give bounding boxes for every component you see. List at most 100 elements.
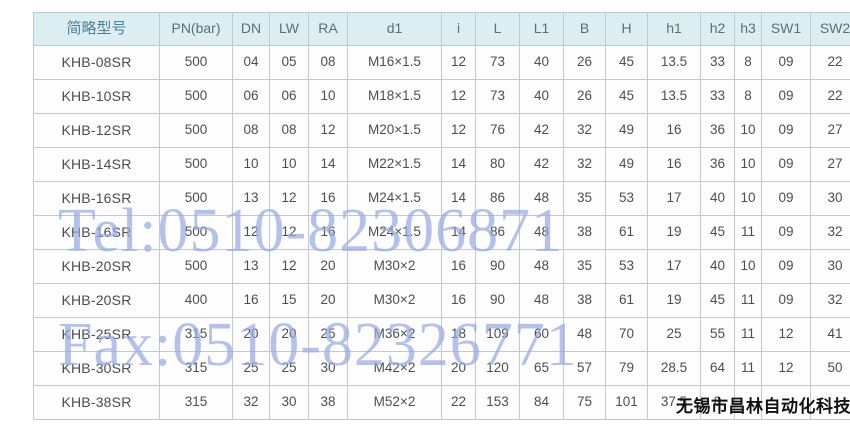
cell-ra: 12 <box>308 113 348 148</box>
table-header: 简略型号 PN(bar) DN LW RA d1 i L L1 B H h1 h… <box>33 12 850 46</box>
cell-h: 61 <box>605 283 648 318</box>
table-row: KHB-10SR 500 06 06 10 M18×1.5 12 73 40 26 45 13.5 33… <box>33 79 850 114</box>
column-header-h1: h1 <box>647 12 701 46</box>
cell-dn: 10 <box>232 147 270 182</box>
cell-dn: 08 <box>232 113 270 148</box>
cell-h1: 17 <box>647 181 701 216</box>
cell-l: 80 <box>475 147 520 182</box>
cell-h2: 40 <box>700 249 735 284</box>
cell-d1: M30×2 <box>347 249 442 284</box>
cell-d1: M24×1.5 <box>347 181 442 216</box>
cell-l: 90 <box>475 283 520 318</box>
column-header-h3: h3 <box>734 12 762 46</box>
cell-ra: 16 <box>308 181 348 216</box>
cell-sw2: 32 <box>810 215 850 250</box>
header-row: 简略型号 PN(bar) DN LW RA d1 i L L1 B H h1 h… <box>33 12 850 46</box>
cell-h: 45 <box>605 79 648 114</box>
cell-model: KHB-30SR <box>33 351 160 386</box>
cell-h: 53 <box>605 249 648 284</box>
column-header-i: i <box>441 12 476 46</box>
spec-table-container: 简略型号 PN(bar) DN LW RA d1 i L L1 B H h1 h… <box>33 12 850 420</box>
column-header-ra: RA <box>308 12 348 46</box>
cell-ra: 20 <box>308 249 348 284</box>
cell-h: 53 <box>605 181 648 216</box>
cell-d1: M16×1.5 <box>347 45 442 80</box>
cell-model: KHB-12SR <box>33 113 160 148</box>
table-row: KHB-16SR 500 13 12 16 M24×1.5 14 86 48 35 53 17 40 10… <box>33 181 850 216</box>
cell-l1: 40 <box>519 79 564 114</box>
cell-sw1: 09 <box>761 215 811 250</box>
cell-l: 76 <box>475 113 520 148</box>
cell-ra: 16 <box>308 215 348 250</box>
cell-ra: 25 <box>308 317 348 352</box>
cell-sw2: 32 <box>810 283 850 318</box>
table-row: KHB-30SR 315 25 25 30 M42×2 20 120 65 57 79 28.5 64 1… <box>33 351 850 386</box>
cell-dn: 32 <box>232 385 270 420</box>
cell-dn: 06 <box>232 79 270 114</box>
table-row: KHB-08SR 500 04 05 08 M16×1.5 12 73 40 26 45 13.5 33… <box>33 45 850 80</box>
cell-l1: 48 <box>519 215 564 250</box>
cell-sw1: 12 <box>761 317 811 352</box>
cell-ra: 38 <box>308 385 348 420</box>
cell-h3: 8 <box>734 45 762 80</box>
cell-b: 38 <box>563 215 606 250</box>
cell-h1: 19 <box>647 215 701 250</box>
cell-lw: 12 <box>269 249 309 284</box>
cell-i: 14 <box>441 181 476 216</box>
cell-sw2: 27 <box>810 147 850 182</box>
cell-i: 18 <box>441 317 476 352</box>
cell-h3: 11 <box>734 351 762 386</box>
cell-b: 48 <box>563 317 606 352</box>
cell-h2: 33 <box>700 79 735 114</box>
cell-l1: 48 <box>519 249 564 284</box>
column-header-h2: h2 <box>700 12 735 46</box>
cell-lw: 08 <box>269 113 309 148</box>
cell-dn: 16 <box>232 283 270 318</box>
cell-h: 101 <box>605 385 648 420</box>
cell-h: 70 <box>605 317 648 352</box>
cell-pn: 315 <box>159 385 233 420</box>
cell-h1: 16 <box>647 147 701 182</box>
cell-h1: 17 <box>647 249 701 284</box>
cell-pn: 500 <box>159 249 233 284</box>
cell-h: 61 <box>605 215 648 250</box>
table-row: KHB-14SR 500 10 10 14 M22×1.5 14 80 42 32 49 16 36 10… <box>33 147 850 182</box>
cell-h1: 13.5 <box>647 45 701 80</box>
cell-l1: 60 <box>519 317 564 352</box>
cell-sw1: 09 <box>761 249 811 284</box>
cell-dn: 25 <box>232 351 270 386</box>
cell-d1: M24×1.5 <box>347 215 442 250</box>
cell-l1: 48 <box>519 181 564 216</box>
cell-sw1: 09 <box>761 147 811 182</box>
cell-pn: 500 <box>159 79 233 114</box>
cell-h3: 11 <box>734 215 762 250</box>
cell-l1: 48 <box>519 283 564 318</box>
column-header-l1: L1 <box>519 12 564 46</box>
cell-h2: 36 <box>700 147 735 182</box>
cell-b: 57 <box>563 351 606 386</box>
cell-h2: 55 <box>700 317 735 352</box>
cell-l: 86 <box>475 215 520 250</box>
cell-h1: 19 <box>647 283 701 318</box>
cell-i: 20 <box>441 351 476 386</box>
cell-model: KHB-16SR <box>33 215 160 250</box>
cell-sw1: 09 <box>761 181 811 216</box>
cell-d1: M36×2 <box>347 317 442 352</box>
cell-h2: 40 <box>700 181 735 216</box>
cell-model: KHB-16SR <box>33 181 160 216</box>
column-header-lw: LW <box>269 12 309 46</box>
column-header-d1: d1 <box>347 12 442 46</box>
cell-i: 14 <box>441 147 476 182</box>
cell-l: 109 <box>475 317 520 352</box>
cell-h3: 10 <box>734 249 762 284</box>
cell-ra: 20 <box>308 283 348 318</box>
column-header-l: L <box>475 12 520 46</box>
cell-l: 73 <box>475 45 520 80</box>
cell-dn: 13 <box>232 181 270 216</box>
cell-b: 32 <box>563 113 606 148</box>
cell-b: 26 <box>563 79 606 114</box>
cell-b: 38 <box>563 283 606 318</box>
cell-l: 153 <box>475 385 520 420</box>
cell-model: KHB-25SR <box>33 317 160 352</box>
cell-pn: 500 <box>159 147 233 182</box>
